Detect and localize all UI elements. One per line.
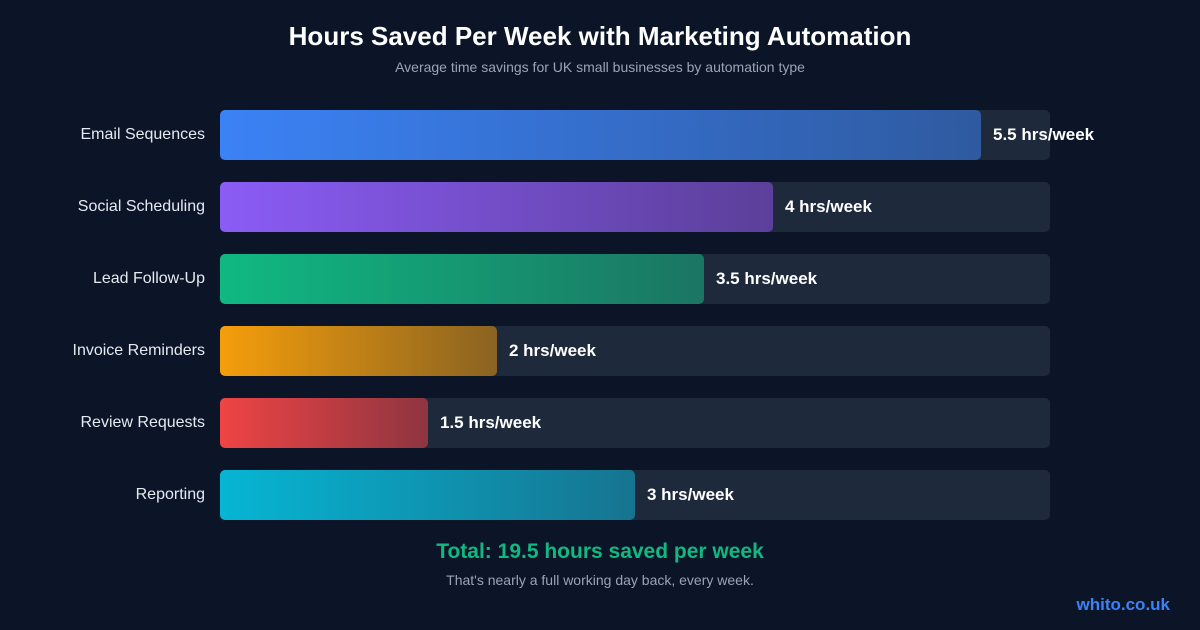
bar-row: Social Scheduling 4 hrs/week	[0, 182, 1200, 232]
chart-title: Hours Saved Per Week with Marketing Auto…	[288, 21, 912, 51]
bar-value-label: 1.5 hrs/week	[440, 413, 542, 432]
bar-value-label: 3.5 hrs/week	[716, 269, 818, 288]
bar	[220, 110, 981, 160]
bar-track: 4 hrs/week	[220, 182, 1050, 232]
total-summary: Total: 19.5 hours saved per week	[436, 540, 764, 563]
bar-value-label: 2 hrs/week	[509, 341, 596, 360]
bar	[220, 398, 428, 448]
bar-row: Email Sequences 5.5 hrs/week	[0, 110, 1200, 160]
tagline: That's nearly a full working day back, e…	[446, 572, 754, 588]
bar-row: Reporting 3 hrs/week	[0, 470, 1200, 520]
bar	[220, 182, 773, 232]
bar-row: Review Requests 1.5 hrs/week	[0, 398, 1200, 448]
chart-subtitle: Average time savings for UK small busine…	[395, 59, 805, 75]
category-label: Review Requests	[80, 414, 206, 431]
bar-track: 2 hrs/week	[220, 326, 1050, 376]
category-label: Lead Follow-Up	[92, 270, 205, 287]
bar-track: 1.5 hrs/week	[220, 398, 1050, 448]
bar	[220, 470, 635, 520]
category-label: Social Scheduling	[77, 198, 205, 215]
bar-row: Lead Follow-Up 3.5 hrs/week	[0, 254, 1200, 304]
bar-value-label: 4 hrs/week	[785, 197, 872, 216]
bar	[220, 326, 497, 376]
category-label: Email Sequences	[80, 126, 205, 143]
bar-row: Invoice Reminders 2 hrs/week	[0, 326, 1200, 376]
bar-track: 3.5 hrs/week	[220, 254, 1050, 304]
bar	[220, 254, 704, 304]
brand-link[interactable]: whito.co.uk	[1076, 595, 1171, 614]
bar-track: 3 hrs/week	[220, 470, 1050, 520]
category-label: Invoice Reminders	[72, 342, 206, 359]
bar-value-label: 5.5 hrs/week	[993, 125, 1095, 144]
category-label: Reporting	[135, 486, 205, 503]
bar-value-label: 3 hrs/week	[647, 485, 734, 504]
bar-track: 5.5 hrs/week	[220, 110, 1094, 160]
